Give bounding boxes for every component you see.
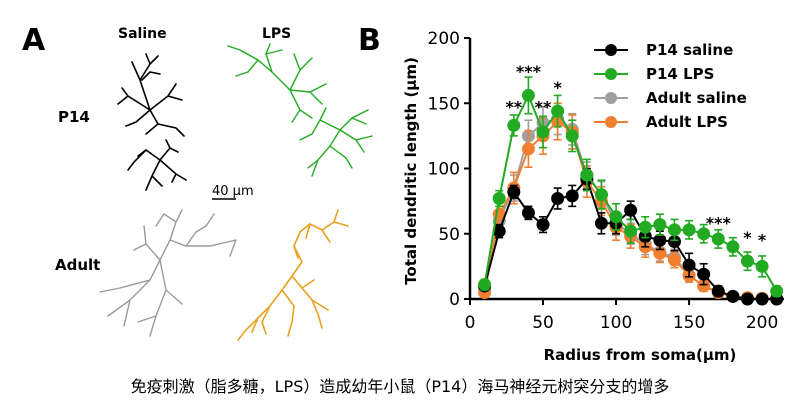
data-point [726,240,740,254]
neuron-adult-saline [99,209,237,337]
significance-marker: * [758,230,767,249]
data-point [755,259,769,273]
data-point [594,188,608,202]
neuron-p14-saline [117,53,187,191]
panel-a-label: A [22,23,46,58]
data-point [667,223,681,237]
panel-b-label: B [358,23,381,58]
data-point [536,218,550,232]
data-point [711,232,725,246]
data-point [594,216,608,230]
data-point [609,210,623,224]
column-label-lps: LPS [262,26,291,42]
legend-marker-p14-lps [605,68,617,80]
data-point [521,88,535,102]
y-tick-label: 150 [428,94,460,114]
data-point [653,233,667,247]
data-point [638,220,652,234]
series-p14-lps [478,76,784,298]
x-axis-label: Radius from soma(μm) [544,346,737,364]
data-point [624,224,638,238]
data-point [667,253,681,267]
legend-label-adult-saline: Adult saline [646,89,747,107]
data-point [478,278,492,292]
data-point [551,104,565,118]
data-point [624,203,638,217]
series-layer [478,76,784,306]
significance-marker: *** [516,62,542,81]
legend: P14 saline P14 LPS Adult saline Adult LPS [594,41,747,131]
data-point [521,142,535,156]
data-point [565,189,579,203]
significance-marker: * [743,228,752,247]
y-axis-label: Total dendritic length (μm) [402,57,420,285]
legend-marker-adult-lps [605,116,617,128]
x-tick-label: 0 [465,313,476,333]
legend-marker-p14-saline [605,44,617,56]
significance-annotations: ************ * [505,62,766,249]
data-point [492,192,506,206]
column-label-saline: Saline [118,26,167,42]
data-point [653,218,667,232]
data-point [521,206,535,220]
data-point [536,125,550,139]
data-point [682,223,696,237]
significance-marker: *** [706,214,732,233]
data-point [726,289,740,303]
y-tick-label: 0 [449,290,460,310]
data-point [565,129,579,143]
x-tick-label: 200 [746,313,778,333]
x-tick-label: 100 [600,313,632,333]
data-point [682,258,696,272]
data-point [507,118,521,132]
data-point [740,254,754,268]
y-tick-label: 100 [428,160,460,180]
data-point [697,227,711,241]
data-point [551,192,565,206]
significance-marker: ** [535,97,552,116]
figure-caption: 免疫刺激（脂多糖，LPS）造成幼年小鼠（P14）海马神经元树突分支的增多 [130,377,670,396]
significance-marker: * [553,78,562,97]
row-label-p14: P14 [58,108,90,126]
legend-marker-adult-saline [605,92,617,104]
legend-label-adult-lps: Adult LPS [646,113,728,131]
data-point [755,292,769,306]
x-tick-label: 50 [532,313,554,333]
data-point [770,284,784,298]
scale-bar-label: 40 μm [212,184,254,199]
neuron-adult-lps [237,209,349,341]
x-tick-label: 150 [673,313,705,333]
data-point [697,267,711,281]
data-point [507,185,521,199]
data-point [711,284,725,298]
data-point [580,168,594,182]
y-tick-label: 200 [428,29,460,49]
legend-label-p14-saline: P14 saline [646,41,733,59]
row-label-adult: Adult [55,256,100,274]
legend-label-p14-lps: P14 LPS [646,65,714,83]
y-tick-label: 50 [438,225,460,245]
data-point [740,292,754,306]
panel-a: A Saline LPS P14 Adult 40 μm [22,23,373,341]
significance-marker: ** [505,97,522,116]
neuron-p14-lps [227,43,373,177]
panel-b-chart: B Total dendritic length (μm) Radius fro… [358,23,784,364]
